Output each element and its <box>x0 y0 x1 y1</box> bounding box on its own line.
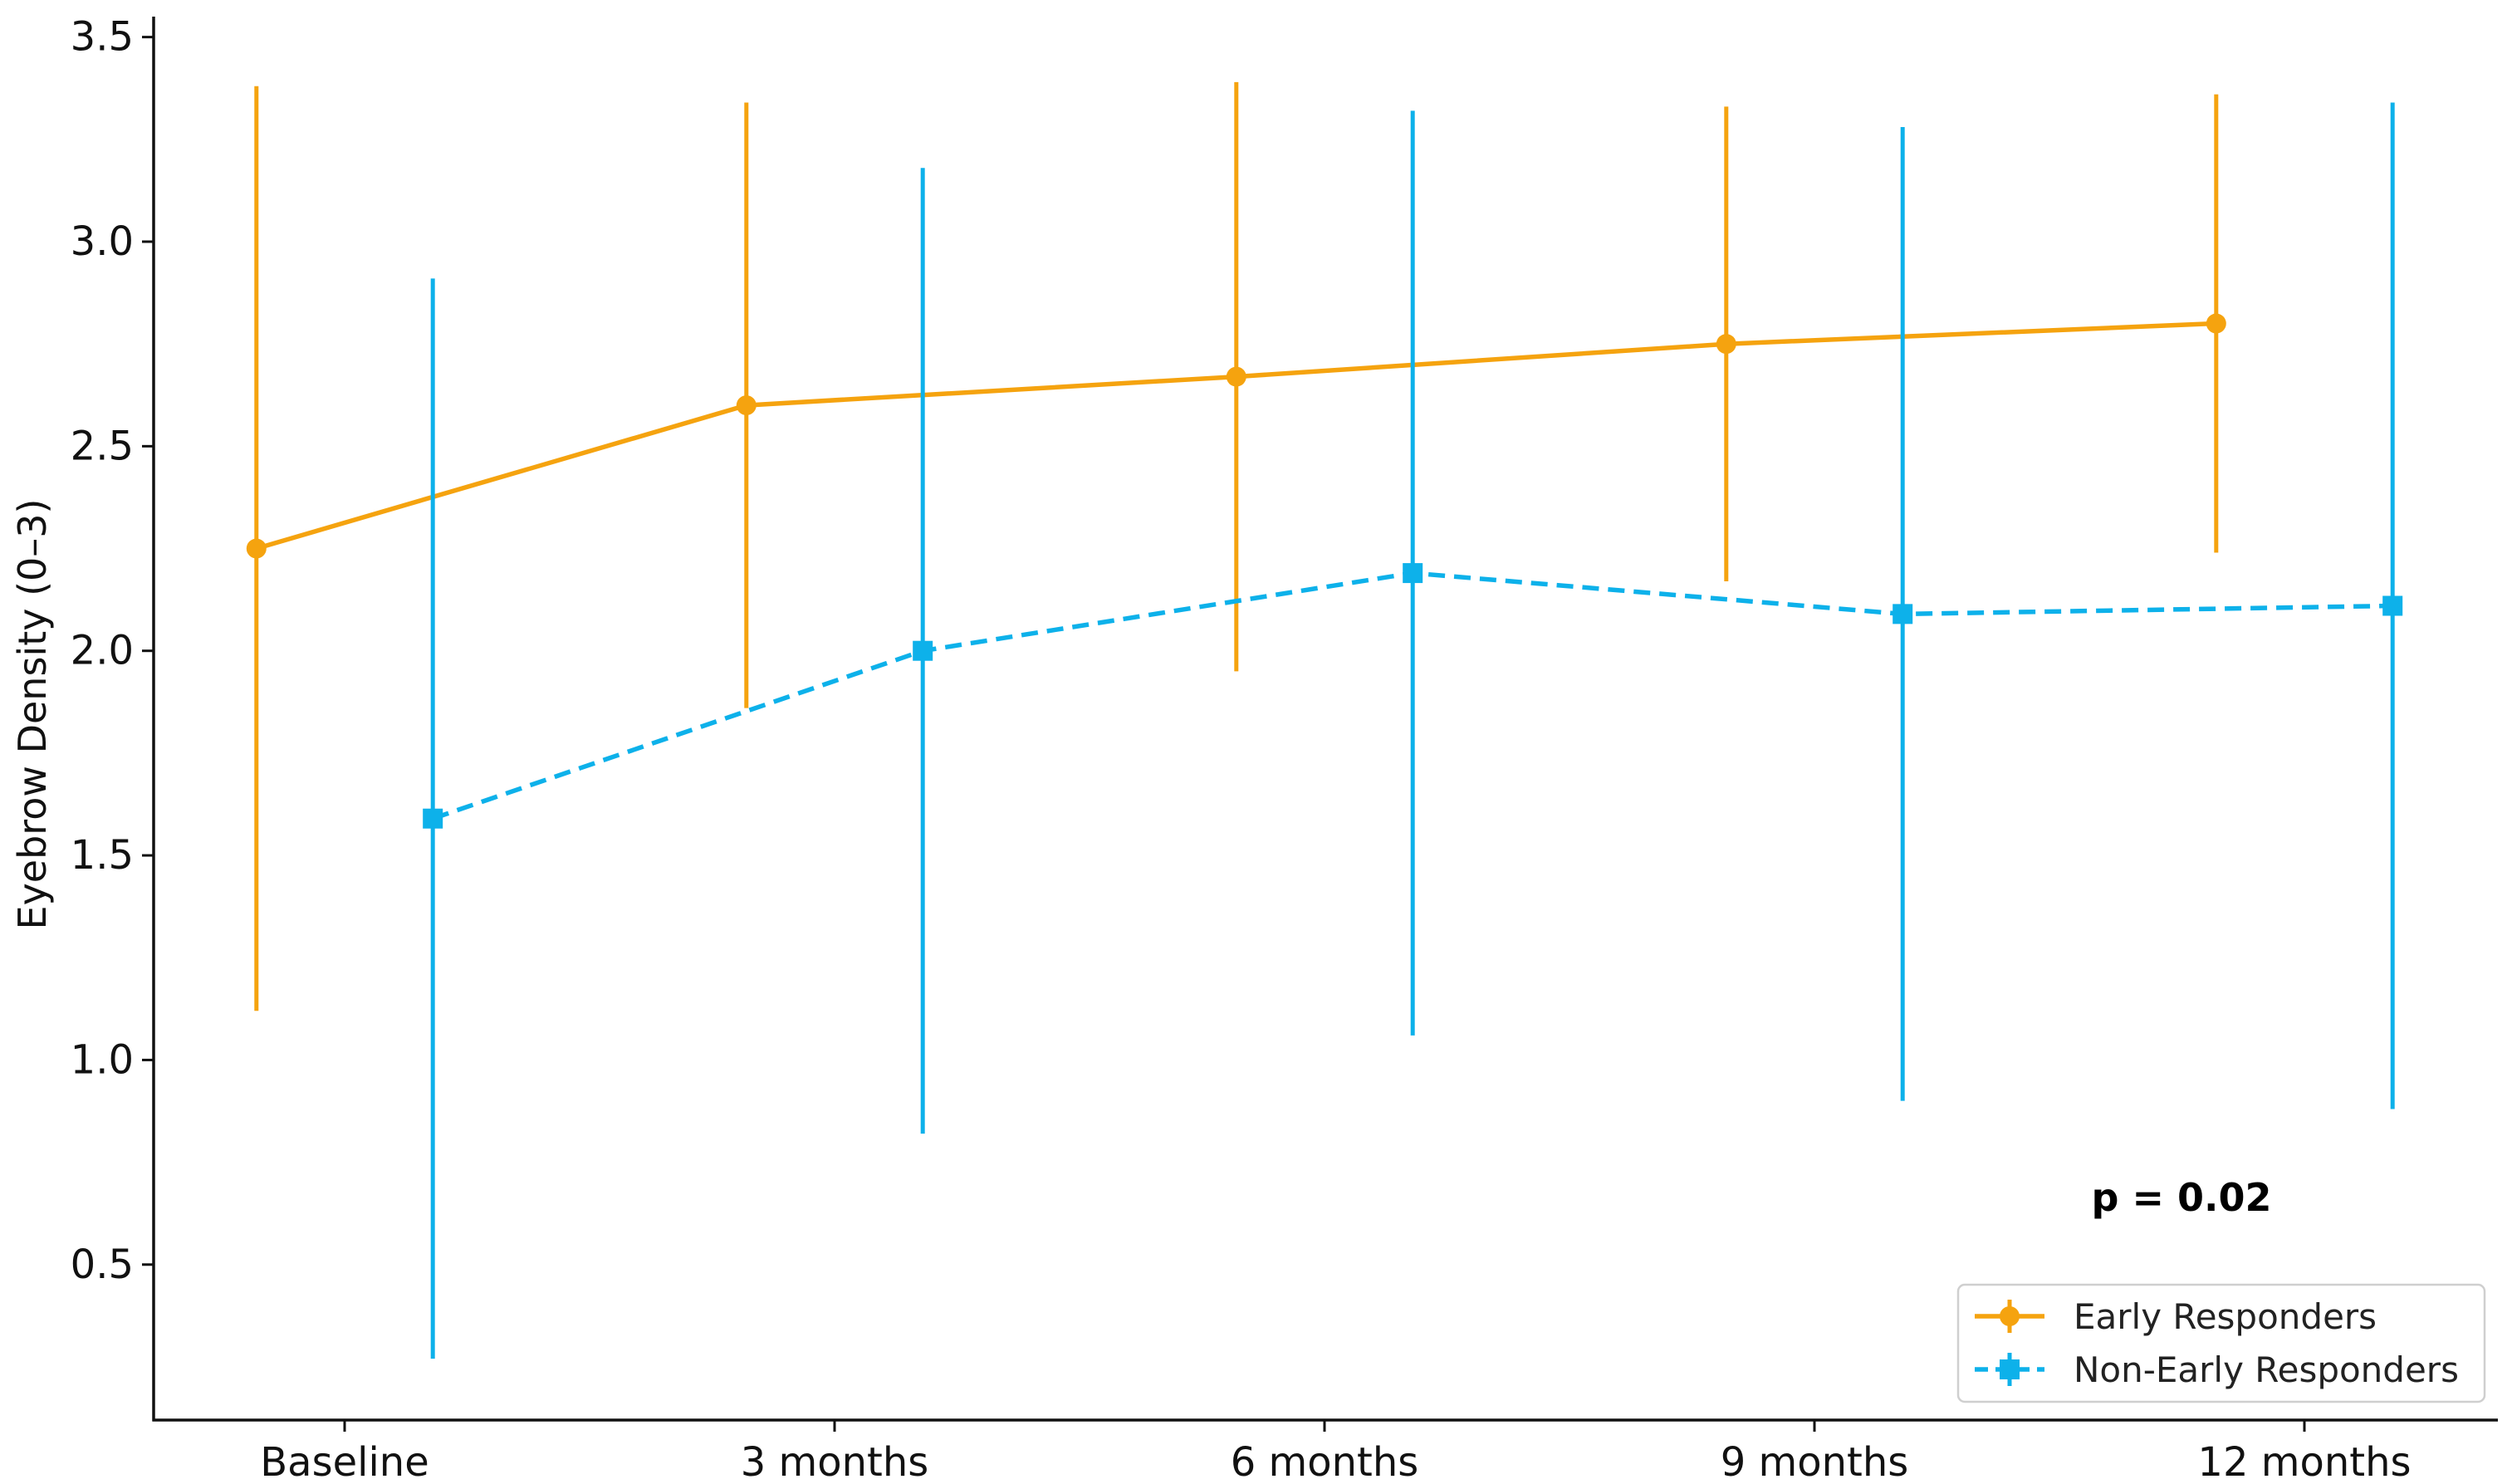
data-point-marker <box>246 538 267 559</box>
x-tick-label: 6 months <box>1231 1439 1419 1484</box>
data-point-marker <box>1893 604 1913 624</box>
y-tick-label: 1.0 <box>71 1036 134 1083</box>
x-tick-label: 3 months <box>741 1439 929 1484</box>
series-group <box>246 81 2403 1359</box>
data-point-marker <box>2382 595 2403 616</box>
data-point-marker <box>913 640 933 661</box>
legend-box <box>1956 1283 2486 1403</box>
y-tick-label: 2.5 <box>71 423 134 469</box>
data-point-marker <box>423 808 443 829</box>
series-non-early-responders <box>423 102 2403 1359</box>
data-point-marker <box>1403 563 1423 584</box>
legend-marker <box>2000 1306 2020 1326</box>
data-point-marker <box>1716 334 1736 355</box>
x-tick-label: Baseline <box>260 1439 429 1484</box>
data-point-marker <box>2206 313 2226 334</box>
series-early-responders <box>246 81 2226 1011</box>
x-tick-label: 9 months <box>1721 1439 1909 1484</box>
x-tick-label: 12 months <box>2197 1439 2411 1484</box>
data-point-marker <box>1226 366 1246 387</box>
data-point-marker <box>736 395 757 416</box>
legend-label: Early Responders <box>2074 1296 2377 1337</box>
legend-label: Non-Early Responders <box>2074 1349 2459 1390</box>
y-tick-label: 0.5 <box>71 1242 134 1288</box>
legend: Early Responders Non-Early Responders <box>1956 1283 2486 1403</box>
axes-group: 0.5 1.0 1.5 2.0 2.5 3.0 3.5 Baseline 3 months 6 m… <box>71 14 2498 1484</box>
y-tick-label: 3.5 <box>71 14 134 61</box>
y-tick-label: 1.5 <box>71 832 134 879</box>
y-axis-title: Eyebrow Density (0–3) <box>10 498 55 929</box>
y-tick-label: 2.0 <box>71 628 134 674</box>
p-value-annotation: p = 0.02 <box>2092 1175 2272 1220</box>
annotation-group: p = 0.02 <box>2092 1175 2272 1220</box>
y-tick-label: 3.0 <box>71 218 134 265</box>
legend-marker <box>2000 1359 2020 1379</box>
